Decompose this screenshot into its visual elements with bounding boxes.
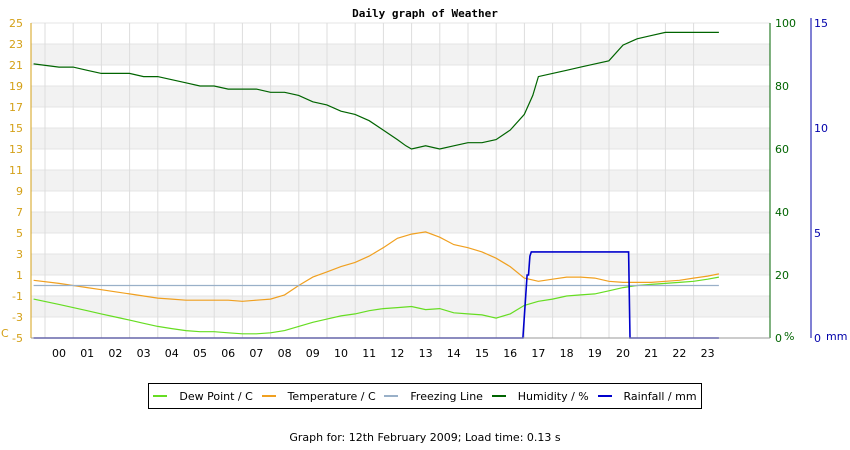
x-tick-label: 16: [503, 347, 517, 360]
humidity-axis-unit: %: [784, 330, 794, 343]
legend-item-temperature: Temperature / C: [261, 389, 376, 403]
legend: Dew Point / C Temperature / C Freezing L…: [148, 383, 702, 409]
rain-tick-label: 10: [814, 122, 828, 135]
y-tick-label: 23: [9, 38, 23, 51]
rain-tick-label: 0: [814, 332, 821, 345]
x-tick-label: 18: [560, 347, 574, 360]
x-tick-label: 19: [588, 347, 602, 360]
rain-axis-unit: mm: [826, 330, 847, 343]
humidity-line: [33, 31, 719, 150]
series-lines: [33, 31, 720, 339]
footer-text: Graph for: 12th February 2009; Load time…: [289, 431, 561, 444]
grid-band: [31, 212, 770, 233]
legend-item-humidity: Humidity / %: [491, 389, 589, 403]
y-tick-label: -3: [12, 311, 23, 324]
legend-swatch: [597, 395, 612, 397]
legend-swatch: [491, 395, 506, 397]
grid-band: [31, 254, 770, 275]
dew-point-line: [33, 276, 720, 335]
y-tick-label: 17: [9, 101, 23, 114]
y-tick-label: 9: [16, 185, 23, 198]
tick-labels: 252321191715131197531-1-3-51008060402001…: [9, 17, 828, 360]
x-tick-label: 00: [52, 347, 66, 360]
x-tick-label: 01: [80, 347, 94, 360]
legend-swatch: [153, 395, 168, 397]
x-tick-label: 15: [475, 347, 489, 360]
y-tick-label: 25: [9, 17, 23, 30]
legend-item-dew-point: Dew Point / C: [153, 389, 253, 403]
y-tick-label: 19: [9, 80, 23, 93]
x-tick-label: 04: [165, 347, 179, 360]
y-tick-label: 21: [9, 59, 23, 72]
y-tick-label: 3: [16, 248, 23, 261]
y-tick-label: 13: [9, 143, 23, 156]
y-tick-label: 7: [16, 206, 23, 219]
legend-item-freezing-line: Freezing Line: [384, 390, 483, 403]
y-tick-label: 11: [9, 164, 23, 177]
legend-label: Dew Point / C: [179, 389, 253, 403]
axes: [30, 18, 812, 339]
humidity-tick-label: 100: [775, 17, 796, 30]
humidity-tick-label: 40: [775, 206, 789, 219]
x-tick-label: 21: [644, 347, 658, 360]
x-tick-label: 07: [249, 347, 263, 360]
temperature-line: [33, 231, 720, 302]
legend-label: Temperature / C: [287, 389, 376, 403]
legend-label: Rainfall / mm: [623, 389, 697, 403]
grid-band: [31, 44, 770, 65]
legend-label: Humidity / %: [517, 389, 589, 403]
grid-band: [31, 170, 770, 191]
legend-label: Freezing Line: [410, 389, 483, 403]
x-tick-label: 06: [221, 347, 235, 360]
grid-band: [31, 128, 770, 149]
x-tick-label: 11: [362, 347, 376, 360]
left-axis-unit: C: [1, 327, 9, 340]
chart-title: Daily graph of Weather: [352, 7, 498, 20]
legend-item-rainfall: Rainfall / mm: [597, 389, 697, 403]
legend-swatch: [384, 395, 399, 397]
background-bands: [31, 22, 770, 339]
x-tick-label: 22: [672, 347, 686, 360]
grid-band: [31, 86, 770, 107]
y-tick-label: 1: [16, 269, 23, 282]
x-tick-label: 14: [447, 347, 461, 360]
x-tick-label: 23: [701, 347, 715, 360]
rain-tick-label: 15: [814, 17, 828, 30]
x-tick-label: 12: [390, 347, 404, 360]
y-tick-label: 5: [16, 227, 23, 240]
rainfall-line: [33, 251, 719, 339]
x-tick-label: 08: [278, 347, 292, 360]
legend-swatch: [261, 395, 276, 397]
x-tick-label: 20: [616, 347, 630, 360]
x-tick-label: 03: [137, 347, 151, 360]
x-tick-label: 17: [531, 347, 545, 360]
y-tick-label: -5: [12, 332, 23, 345]
humidity-tick-label: 20: [775, 269, 789, 282]
x-tick-label: 10: [334, 347, 348, 360]
humidity-tick-label: 0: [775, 332, 782, 345]
grid-band: [31, 296, 770, 317]
rain-tick-label: 5: [814, 227, 821, 240]
y-tick-label: -1: [12, 290, 23, 303]
x-tick-label: 09: [306, 347, 320, 360]
humidity-tick-label: 60: [775, 143, 789, 156]
humidity-tick-label: 80: [775, 80, 789, 93]
x-tick-label: 05: [193, 347, 207, 360]
x-tick-label: 02: [108, 347, 122, 360]
y-tick-label: 15: [9, 122, 23, 135]
x-tick-label: 13: [419, 347, 433, 360]
